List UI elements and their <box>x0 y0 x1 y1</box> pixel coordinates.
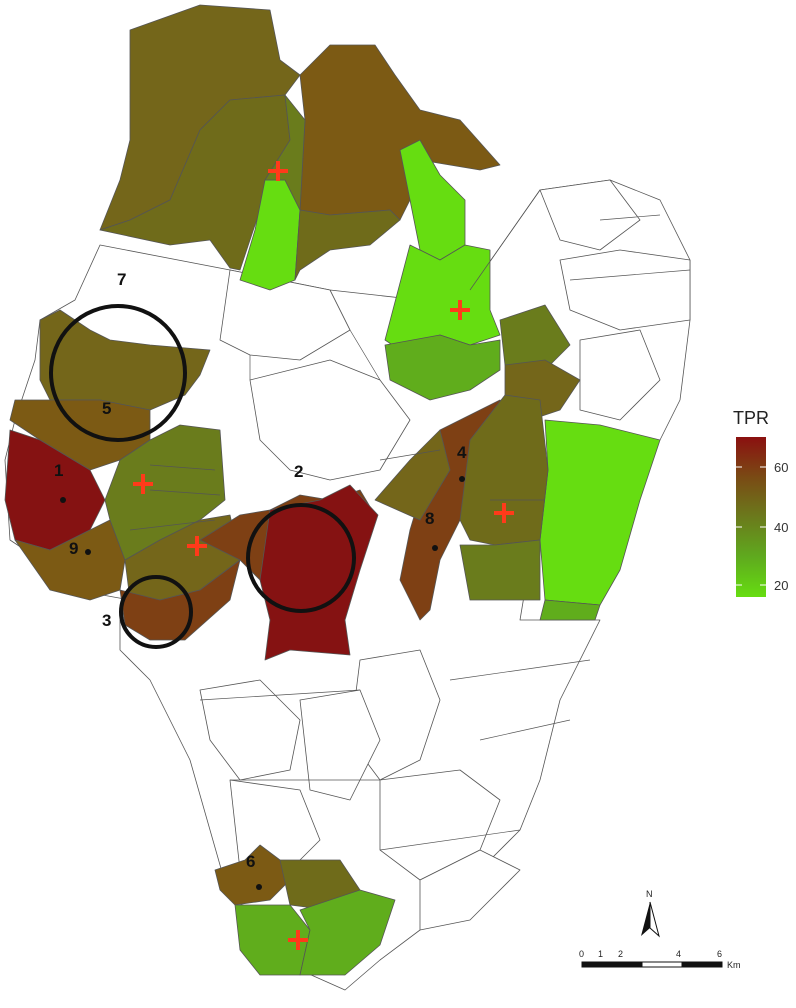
legend: TPR 60 40 20 <box>733 408 788 597</box>
cross-marker-icon <box>268 161 288 181</box>
region-polygon <box>559 249 691 331</box>
scale-label-6: 6 <box>717 949 722 959</box>
north-label: N <box>646 889 653 899</box>
scale-label-4: 4 <box>676 949 681 959</box>
red-cross-markers <box>133 161 514 950</box>
map-polygons <box>4 4 691 991</box>
legend-tick-60: 60 <box>774 460 788 475</box>
cross-marker-icon <box>133 474 153 494</box>
region-polygon <box>299 689 381 801</box>
region-polygon <box>199 679 301 781</box>
region-labels: 1 2 3 4 5 6 7 8 9 <box>54 270 467 871</box>
region-polygon <box>374 429 451 521</box>
scale-unit: Km <box>727 960 741 970</box>
cross-marker-icon <box>450 300 470 320</box>
point-dot <box>60 497 66 503</box>
scale-label-2: 2 <box>618 949 623 959</box>
scale-label-1: 1 <box>598 949 603 959</box>
region-polygon <box>299 44 501 221</box>
region-label-1: 1 <box>54 461 63 480</box>
region-label-6: 6 <box>246 852 255 871</box>
point-dot <box>459 476 465 482</box>
cross-marker-icon <box>288 930 308 950</box>
point-dot <box>432 545 438 551</box>
legend-title: TPR <box>733 408 769 428</box>
region-label-9: 9 <box>69 539 78 558</box>
region-polygon <box>299 889 396 976</box>
point-markers <box>60 476 465 890</box>
legend-tick-20: 20 <box>774 578 788 593</box>
region-polygon <box>104 424 226 561</box>
cluster-circle <box>49 304 187 442</box>
cross-marker-icon <box>494 503 514 523</box>
legend-colorbar <box>736 437 766 597</box>
region-polygon <box>419 849 521 931</box>
region-label-3: 3 <box>102 611 111 630</box>
region-polygon <box>539 179 641 251</box>
north-arrow-icon: N <box>641 889 660 938</box>
region-polygon <box>249 359 411 481</box>
region-polygon <box>459 539 541 601</box>
legend-tick-40: 40 <box>774 520 788 535</box>
region-polygon <box>294 209 401 281</box>
region-polygon <box>119 559 241 641</box>
cluster-circle <box>119 575 193 649</box>
cluster-circle <box>246 503 356 613</box>
scale-bar: 0 1 2 4 6 Km <box>579 949 741 970</box>
region-polygon <box>264 94 306 211</box>
region-label-8: 8 <box>425 509 434 528</box>
region-polygon <box>539 419 661 606</box>
cluster-circles <box>49 304 356 649</box>
scale-label-0: 0 <box>579 949 584 959</box>
region-polygon <box>384 334 501 401</box>
cross-marker-icon <box>187 536 207 556</box>
region-label-4: 4 <box>457 443 467 462</box>
region-label-5: 5 <box>102 399 111 418</box>
region-polygon <box>579 329 661 421</box>
region-polygon <box>539 599 601 621</box>
region-label-7: 7 <box>117 270 126 289</box>
point-dot <box>85 549 91 555</box>
region-polygon <box>259 484 379 661</box>
region-label-2: 2 <box>294 462 303 481</box>
region-polygon <box>384 244 501 351</box>
point-dot <box>256 884 262 890</box>
region-polygon <box>499 304 571 371</box>
